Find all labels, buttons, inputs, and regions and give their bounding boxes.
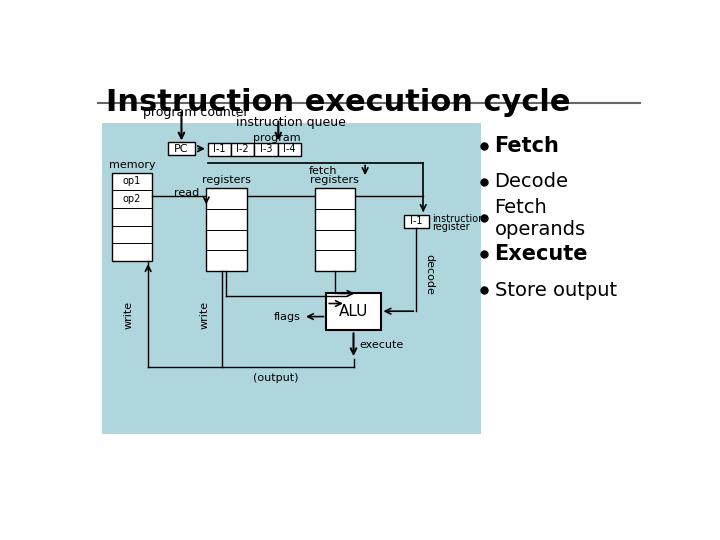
FancyBboxPatch shape [208,143,231,156]
Text: (output): (output) [253,373,299,383]
Text: I-3: I-3 [260,144,272,154]
FancyBboxPatch shape [326,294,381,330]
Text: memory: memory [109,159,156,170]
FancyBboxPatch shape [254,143,277,156]
Text: Fetch
operands: Fetch operands [495,198,585,239]
Text: Execute: Execute [495,244,588,264]
Text: PC: PC [174,144,189,154]
FancyBboxPatch shape [168,142,195,155]
Text: instruction: instruction [432,214,484,224]
Text: registers: registers [202,175,251,185]
Text: Store output: Store output [495,281,616,300]
Text: decode: decode [425,254,435,295]
Text: registers: registers [310,175,359,185]
Text: I-1: I-1 [410,217,423,226]
FancyBboxPatch shape [315,188,355,271]
Text: write: write [199,301,210,329]
Text: flags: flags [274,312,301,322]
FancyBboxPatch shape [277,143,301,156]
FancyBboxPatch shape [206,188,246,271]
FancyBboxPatch shape [404,215,428,228]
Text: Decode: Decode [495,172,569,191]
Text: I-4: I-4 [283,144,295,154]
Text: Instruction execution cycle: Instruction execution cycle [106,88,570,117]
Text: I-2: I-2 [236,144,249,154]
Text: fetch: fetch [308,166,337,177]
FancyBboxPatch shape [102,123,482,434]
FancyBboxPatch shape [231,143,254,156]
FancyBboxPatch shape [112,173,152,261]
Text: instruction queue: instruction queue [235,116,346,129]
Text: program: program [253,133,300,143]
Text: read: read [174,188,199,198]
Text: Fetch: Fetch [495,136,559,156]
Text: register: register [432,222,469,232]
Text: op2: op2 [122,194,141,204]
Text: op1: op1 [122,177,141,186]
Text: ALU: ALU [339,305,368,320]
Text: execute: execute [360,340,404,350]
Text: I-1: I-1 [213,144,225,154]
Text: write: write [124,301,134,329]
Text: program counter: program counter [143,106,248,119]
